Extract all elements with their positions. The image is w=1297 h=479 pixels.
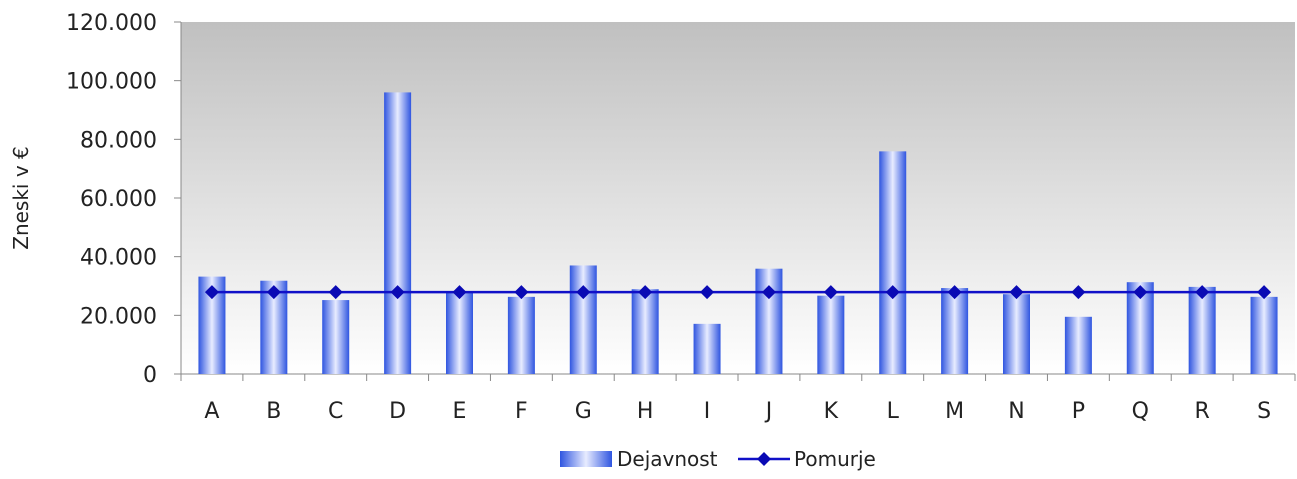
y-axis-label: Zneski v € <box>9 146 33 250</box>
x-tick-label: Q <box>1132 399 1149 424</box>
legend-marker-line <box>757 452 771 466</box>
legend-label-bar: Dejavnost <box>617 447 718 471</box>
line-point <box>1133 285 1148 300</box>
y-tick-label: 20.000 <box>80 304 157 329</box>
bar <box>1003 294 1030 374</box>
line-point <box>576 285 591 300</box>
x-tick-label: D <box>389 399 406 424</box>
x-tick-label: G <box>575 399 592 424</box>
line-point <box>266 285 281 300</box>
y-tick-label: 80.000 <box>80 128 157 153</box>
x-tick-label: B <box>266 399 281 424</box>
line-point <box>204 285 219 300</box>
x-tick-label: K <box>824 399 839 424</box>
line-point <box>823 285 838 300</box>
bar <box>1250 296 1278 374</box>
bar <box>941 288 969 374</box>
x-tick-label: S <box>1257 399 1271 424</box>
line-point <box>452 285 467 300</box>
x-tick-label: L <box>887 399 900 424</box>
x-tick-label: H <box>637 399 654 424</box>
line-point <box>638 285 653 300</box>
plot-area <box>181 22 1295 374</box>
line-point <box>761 285 776 300</box>
legend-swatch-bar <box>560 451 612 467</box>
bar <box>1188 286 1216 374</box>
x-tick-label: P <box>1072 399 1085 424</box>
x-tick-label: M <box>945 399 964 424</box>
x-tick-label: F <box>515 399 528 424</box>
line-point <box>390 285 405 300</box>
x-tick-label: I <box>704 399 711 424</box>
line-point <box>700 285 715 300</box>
line-point <box>1257 285 1272 300</box>
line-series <box>204 285 1272 300</box>
bar <box>384 92 412 375</box>
bar <box>693 323 721 374</box>
line-point <box>514 285 529 300</box>
bar <box>1064 316 1092 374</box>
bar <box>755 268 783 374</box>
y-tick-label: 40.000 <box>80 246 157 271</box>
x-tick-label: R <box>1195 399 1210 424</box>
bar <box>879 151 907 374</box>
bar <box>569 265 597 374</box>
y-tick-label: 0 <box>143 363 157 388</box>
line-point <box>1009 285 1024 300</box>
line-point <box>947 285 962 300</box>
bar <box>817 295 845 374</box>
x-tick-label: N <box>1008 399 1024 424</box>
legend: Dejavnost Pomurje <box>560 447 876 471</box>
bar <box>631 289 659 374</box>
x-tick-label: J <box>764 399 773 424</box>
y-tick-label: 60.000 <box>80 187 157 212</box>
line-point <box>328 285 343 300</box>
x-tick-label: A <box>204 399 219 424</box>
y-tick-label: 120.000 <box>66 11 157 36</box>
line-point <box>1071 285 1086 300</box>
bar-series <box>198 92 1278 375</box>
line-point <box>1195 285 1210 300</box>
legend-label-line: Pomurje <box>794 447 876 471</box>
bar <box>322 300 350 374</box>
y-axis: 0 20.000 40.000 60.000 80.000 100.000 120.000 <box>66 11 182 388</box>
line-point <box>885 285 900 300</box>
bar <box>446 292 473 374</box>
bar <box>507 296 535 374</box>
y-tick-label: 100.000 <box>66 70 157 95</box>
x-tick-label: C <box>328 399 343 424</box>
x-tick-label: E <box>453 399 467 424</box>
